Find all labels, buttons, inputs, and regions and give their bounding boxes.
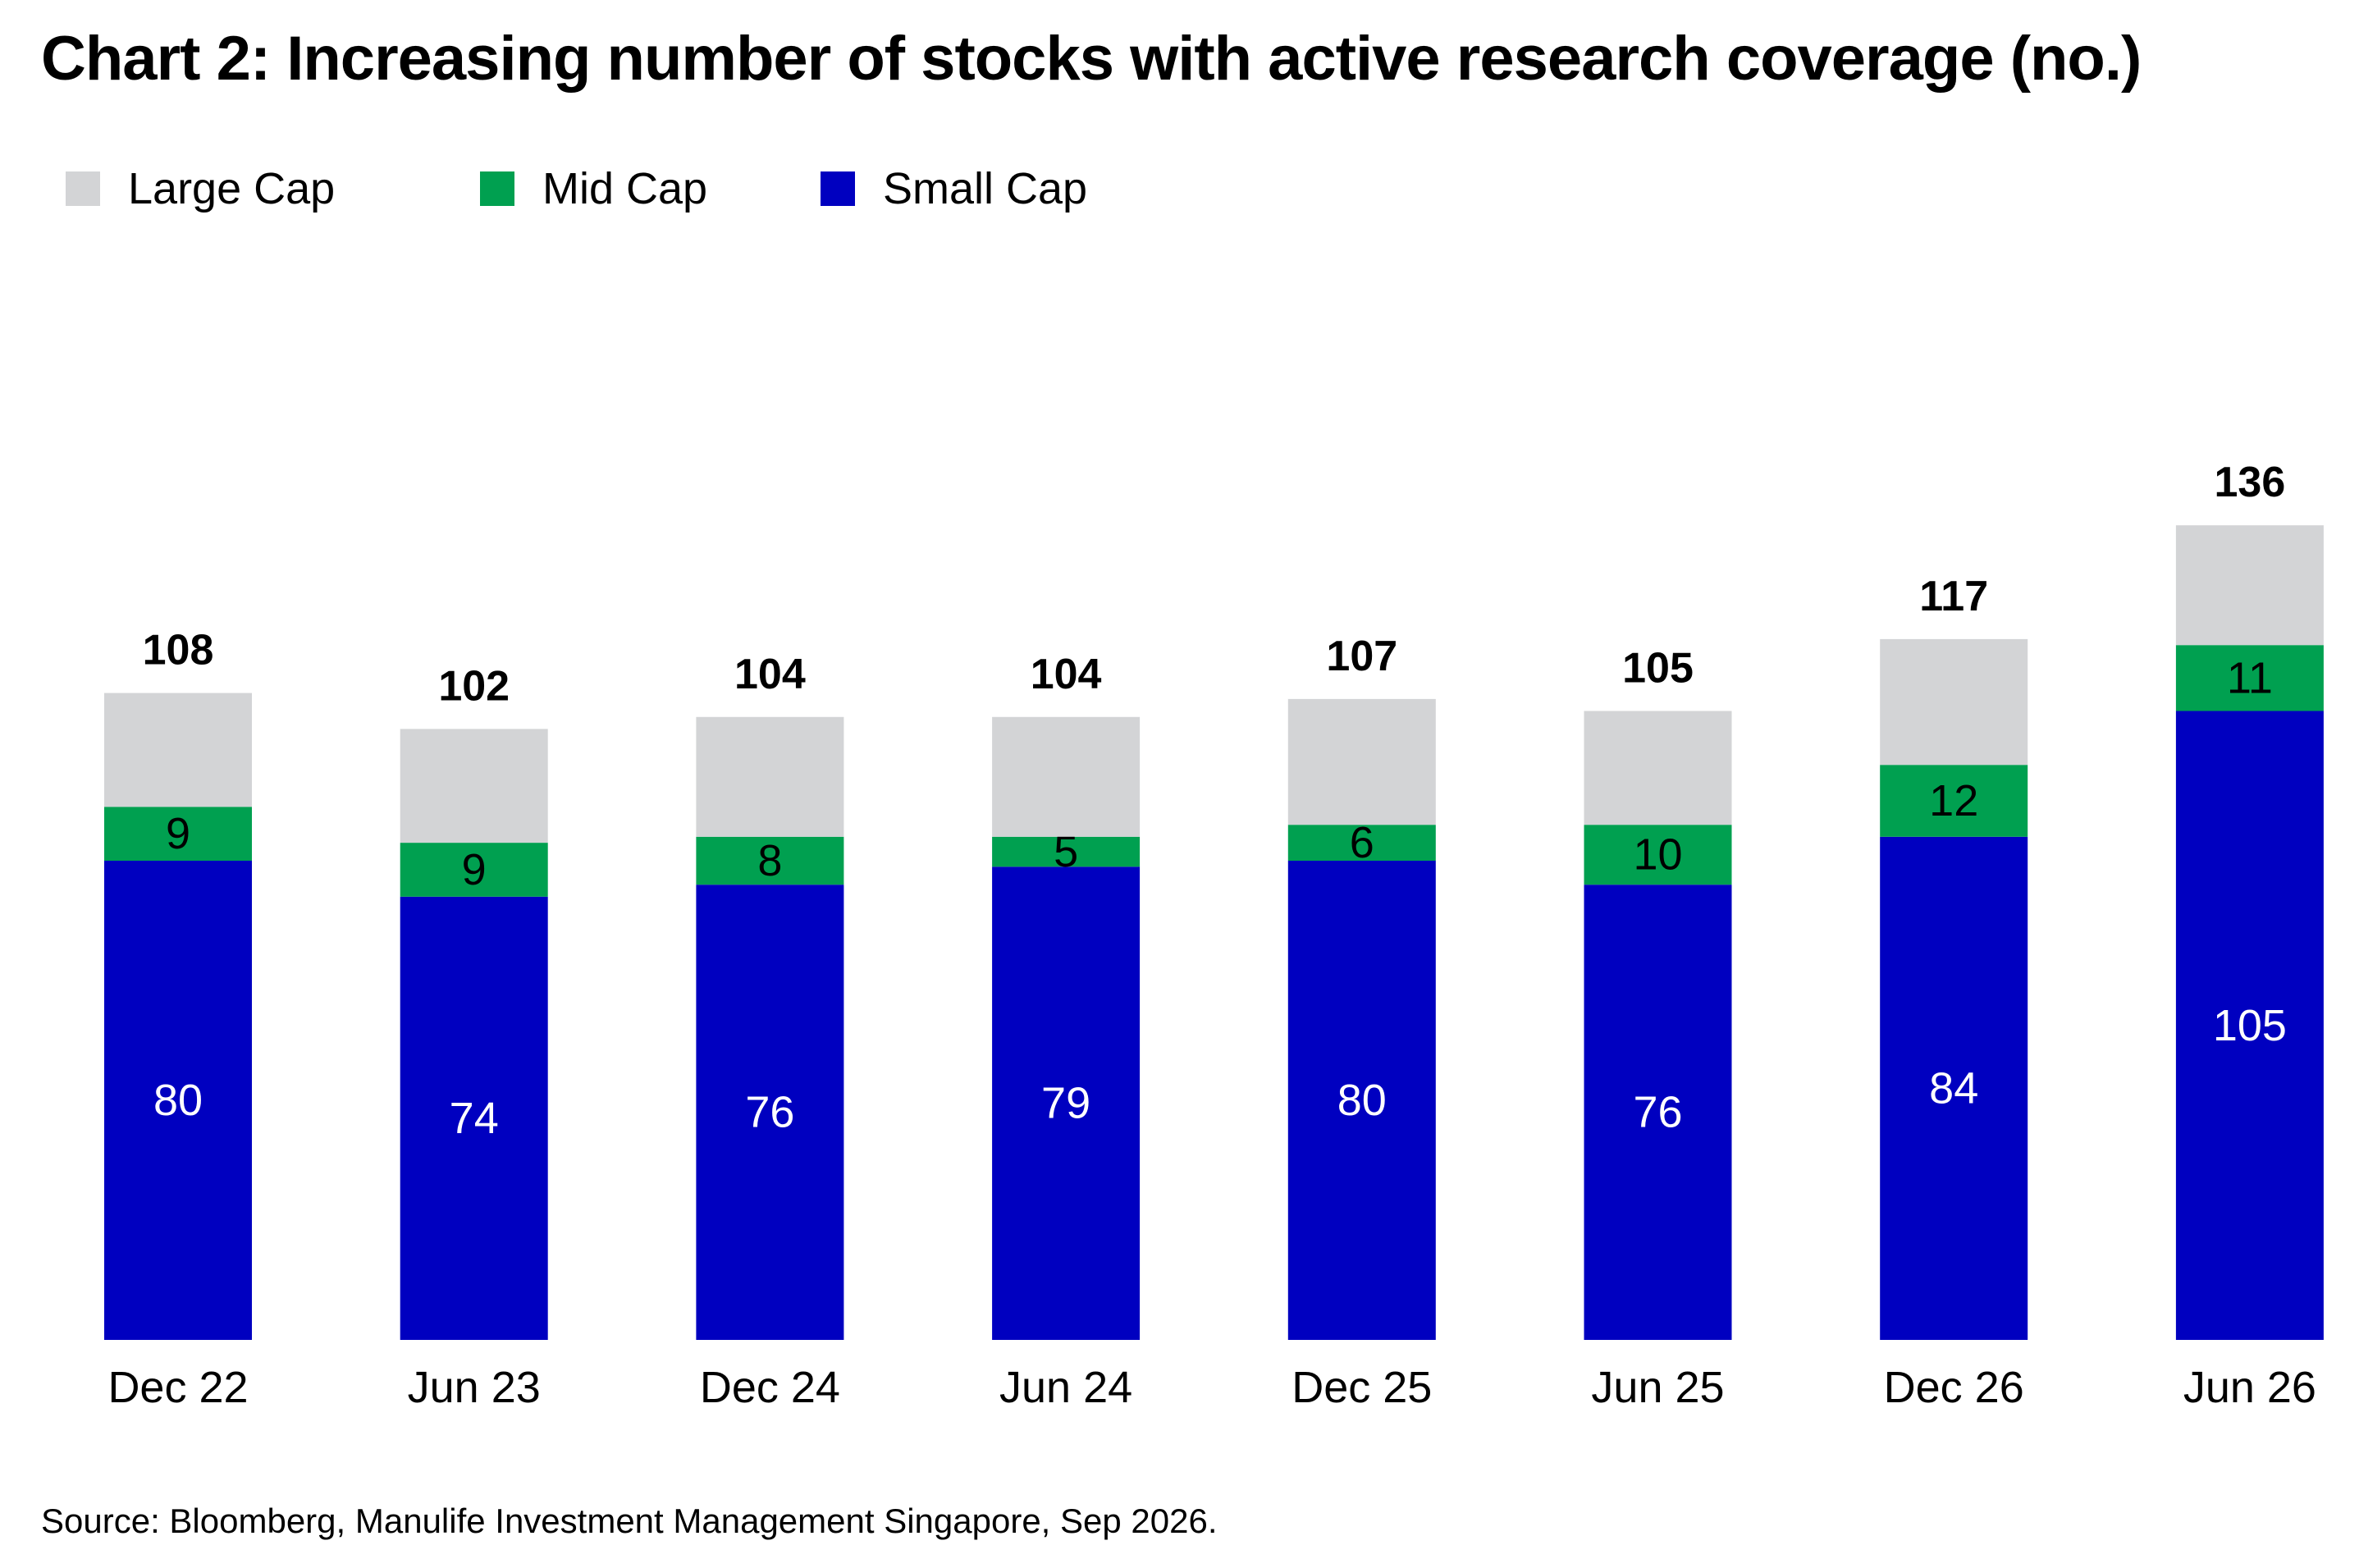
bar-segment-large-cap [104,693,252,807]
data-label-mid-cap: 9 [462,845,487,894]
legend-swatch-large-cap [66,171,100,206]
x-tick-label: Dec 22 [107,1363,248,1412]
data-label-small-cap: 105 [2213,1001,2287,1050]
data-label-total: 108 [143,627,214,674]
bar-segment-large-cap [1880,638,2028,766]
source-note: Source: Bloomberg, Manulife Investment M… [41,1502,1218,1540]
bar-segment-mid-cap [1287,825,1436,861]
bar-segment-small-cap [1584,885,1732,1340]
data-label-small-cap: 79 [1041,1079,1090,1128]
x-tick-label: Jun 26 [2183,1363,2316,1412]
data-label-total: 136 [2215,459,2286,506]
bar-segment-mid-cap [1880,765,2028,837]
data-label-total: 104 [1031,651,1102,698]
bar-segment-small-cap [104,861,252,1340]
data-label-small-cap: 76 [1633,1088,1682,1137]
x-tick-label: Dec 24 [700,1363,840,1412]
x-tick-label: Jun 24 [999,1363,1132,1412]
data-label-mid-cap: 9 [166,809,190,858]
legend-label-large-cap: Large Cap [128,164,336,213]
data-label-mid-cap: 10 [1633,830,1682,880]
bar-segment-small-cap [2175,711,2324,1340]
bar-segment-mid-cap [992,836,1141,867]
legend-swatch-small-cap [821,171,855,206]
bar-segment-small-cap [1287,861,1436,1340]
data-label-small-cap: 74 [450,1094,499,1143]
bar-segment-mid-cap [104,807,252,861]
data-label-mid-cap: 8 [757,836,782,885]
data-label-mid-cap: 11 [2227,653,2273,702]
data-label-total: 102 [438,662,510,710]
legend-item-mid-cap: Mid Cap [480,164,707,213]
bar-segment-large-cap [1287,698,1436,825]
data-label-small-cap: 80 [153,1076,203,1125]
bar-segment-large-cap [1584,711,1732,825]
bar-segment-mid-cap [2175,645,2324,711]
x-tick-label: Jun 25 [1591,1363,1724,1412]
legend-swatch-mid-cap [480,171,514,206]
legend-item-small-cap: Small Cap [821,164,1087,213]
bar-segment-small-cap [992,866,1141,1340]
bar-segment-mid-cap [1584,825,1732,885]
bar-segment-small-cap [696,885,844,1340]
data-label-total: 104 [734,651,806,698]
data-label-mid-cap: 12 [1929,776,1978,825]
legend-label-small-cap: Small Cap [883,164,1088,213]
data-label-total: 105 [1622,645,1694,693]
x-tick-label: Jun 23 [408,1363,541,1412]
x-tick-label: Dec 25 [1292,1363,1432,1412]
bar-segment-small-cap [1880,836,2028,1340]
data-label-small-cap: 80 [1337,1076,1387,1125]
data-label-mid-cap: 6 [1350,818,1374,867]
data-label-small-cap: 84 [1929,1063,1978,1113]
bar-segment-large-cap [696,716,844,837]
legend-label-mid-cap: Mid Cap [542,164,708,213]
data-label-total: 107 [1326,633,1397,680]
chart-title: Chart 2: Increasing number of stocks wit… [41,24,2142,94]
bar-segment-mid-cap [400,843,548,897]
bar-segment-large-cap [2175,525,2324,646]
x-tick-label: Dec 26 [1884,1363,2024,1412]
data-label-small-cap: 76 [745,1088,794,1137]
data-label-total: 117 [1919,573,1988,620]
bar-segment-mid-cap [696,836,844,885]
legend-item-large-cap: Large Cap [66,164,335,213]
bar-segment-large-cap [992,716,1141,837]
bar-segment-small-cap [400,896,548,1340]
bar-segment-large-cap [400,729,548,843]
